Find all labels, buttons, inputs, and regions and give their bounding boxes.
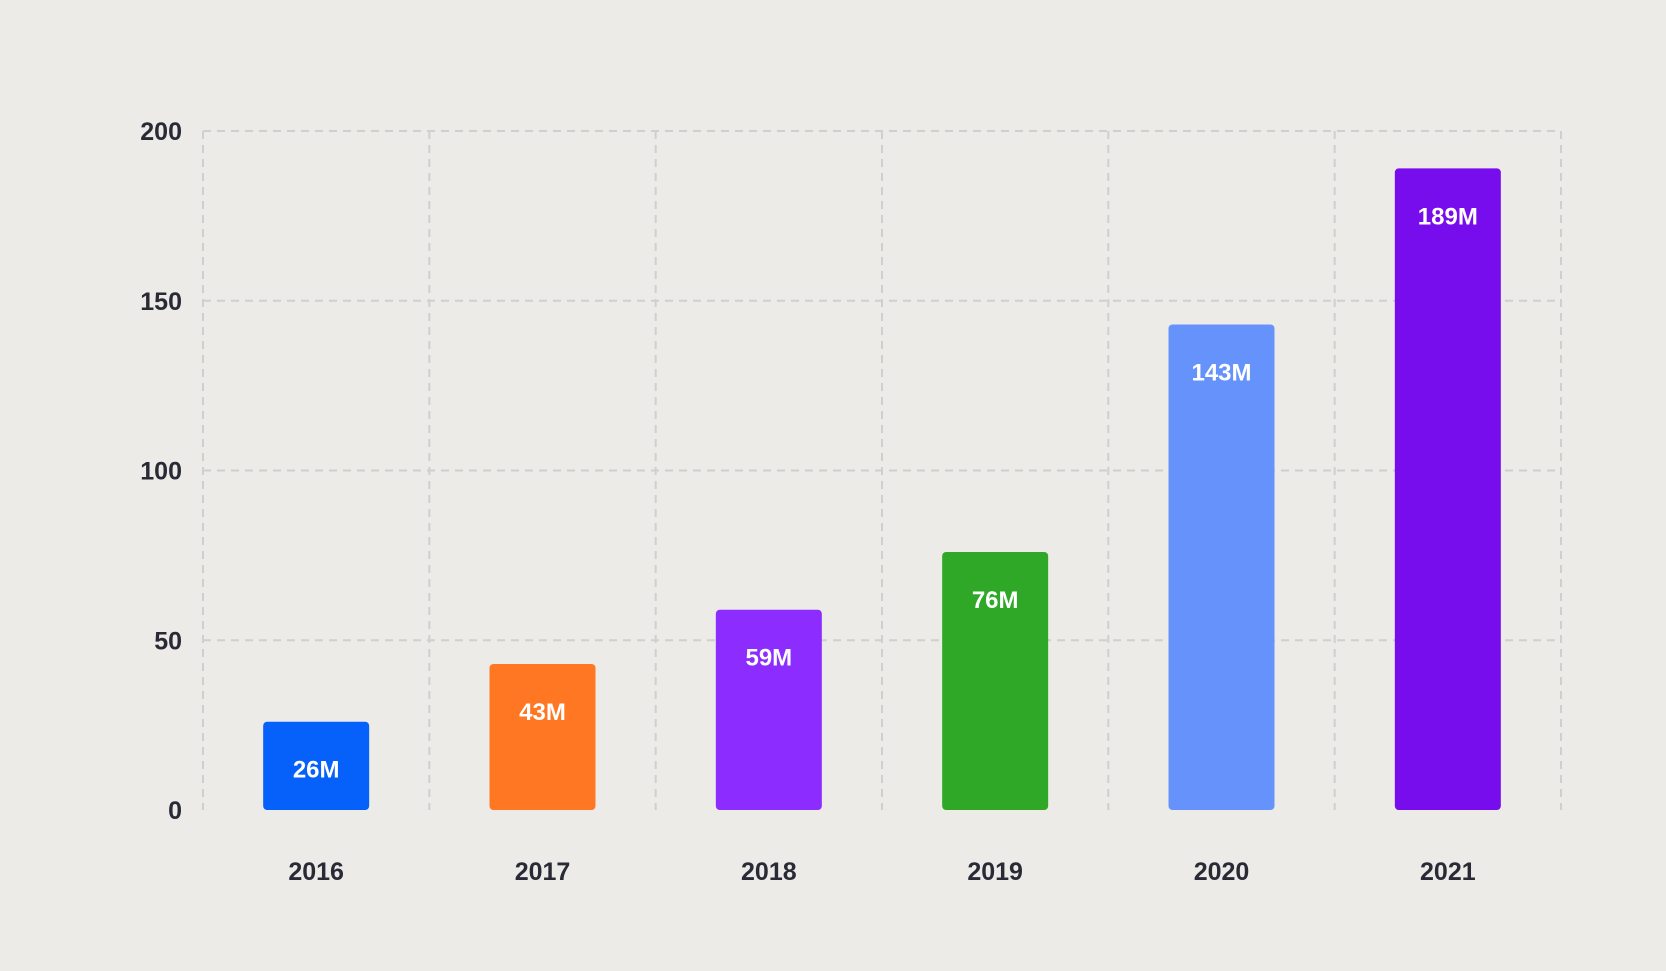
x-tick-label: 2019 (967, 858, 1023, 886)
bar-data-label: 76M (972, 587, 1019, 614)
bar-2020 (1168, 324, 1275, 810)
x-tick-label: 2017 (515, 858, 571, 886)
bar-2019 (942, 551, 1049, 810)
bar-2018 (715, 609, 822, 810)
y-tick-label: 0 (168, 797, 182, 825)
x-tick-label: 2018 (741, 858, 797, 886)
x-tick-label: 2021 (1420, 858, 1476, 886)
y-tick-label: 200 (140, 118, 182, 146)
bar-data-label: 43M (519, 699, 566, 726)
grid (202, 130, 1562, 810)
bar-2017 (489, 664, 596, 810)
y-axis-ticks: 0 50 100 150 200 (140, 118, 182, 825)
bar-data-label: 143M (1191, 360, 1251, 387)
bar-2016 (263, 721, 370, 810)
x-tick-label: 2020 (1194, 858, 1250, 886)
bar-data-label: 59M (745, 645, 792, 672)
x-tick-label: 2016 (288, 858, 344, 886)
x-axis-ticks: 2016 2017 2018 2019 2020 2021 (288, 858, 1475, 886)
y-tick-label: 100 (140, 458, 182, 486)
bar-data-label: 189M (1418, 203, 1478, 230)
bars: 26M 43M 59M 76M 143M 189M (263, 168, 1501, 811)
bar-2021 (1394, 168, 1501, 811)
y-tick-label: 150 (140, 288, 182, 316)
bar-data-label: 26M (293, 757, 340, 784)
y-tick-label: 50 (154, 627, 182, 655)
